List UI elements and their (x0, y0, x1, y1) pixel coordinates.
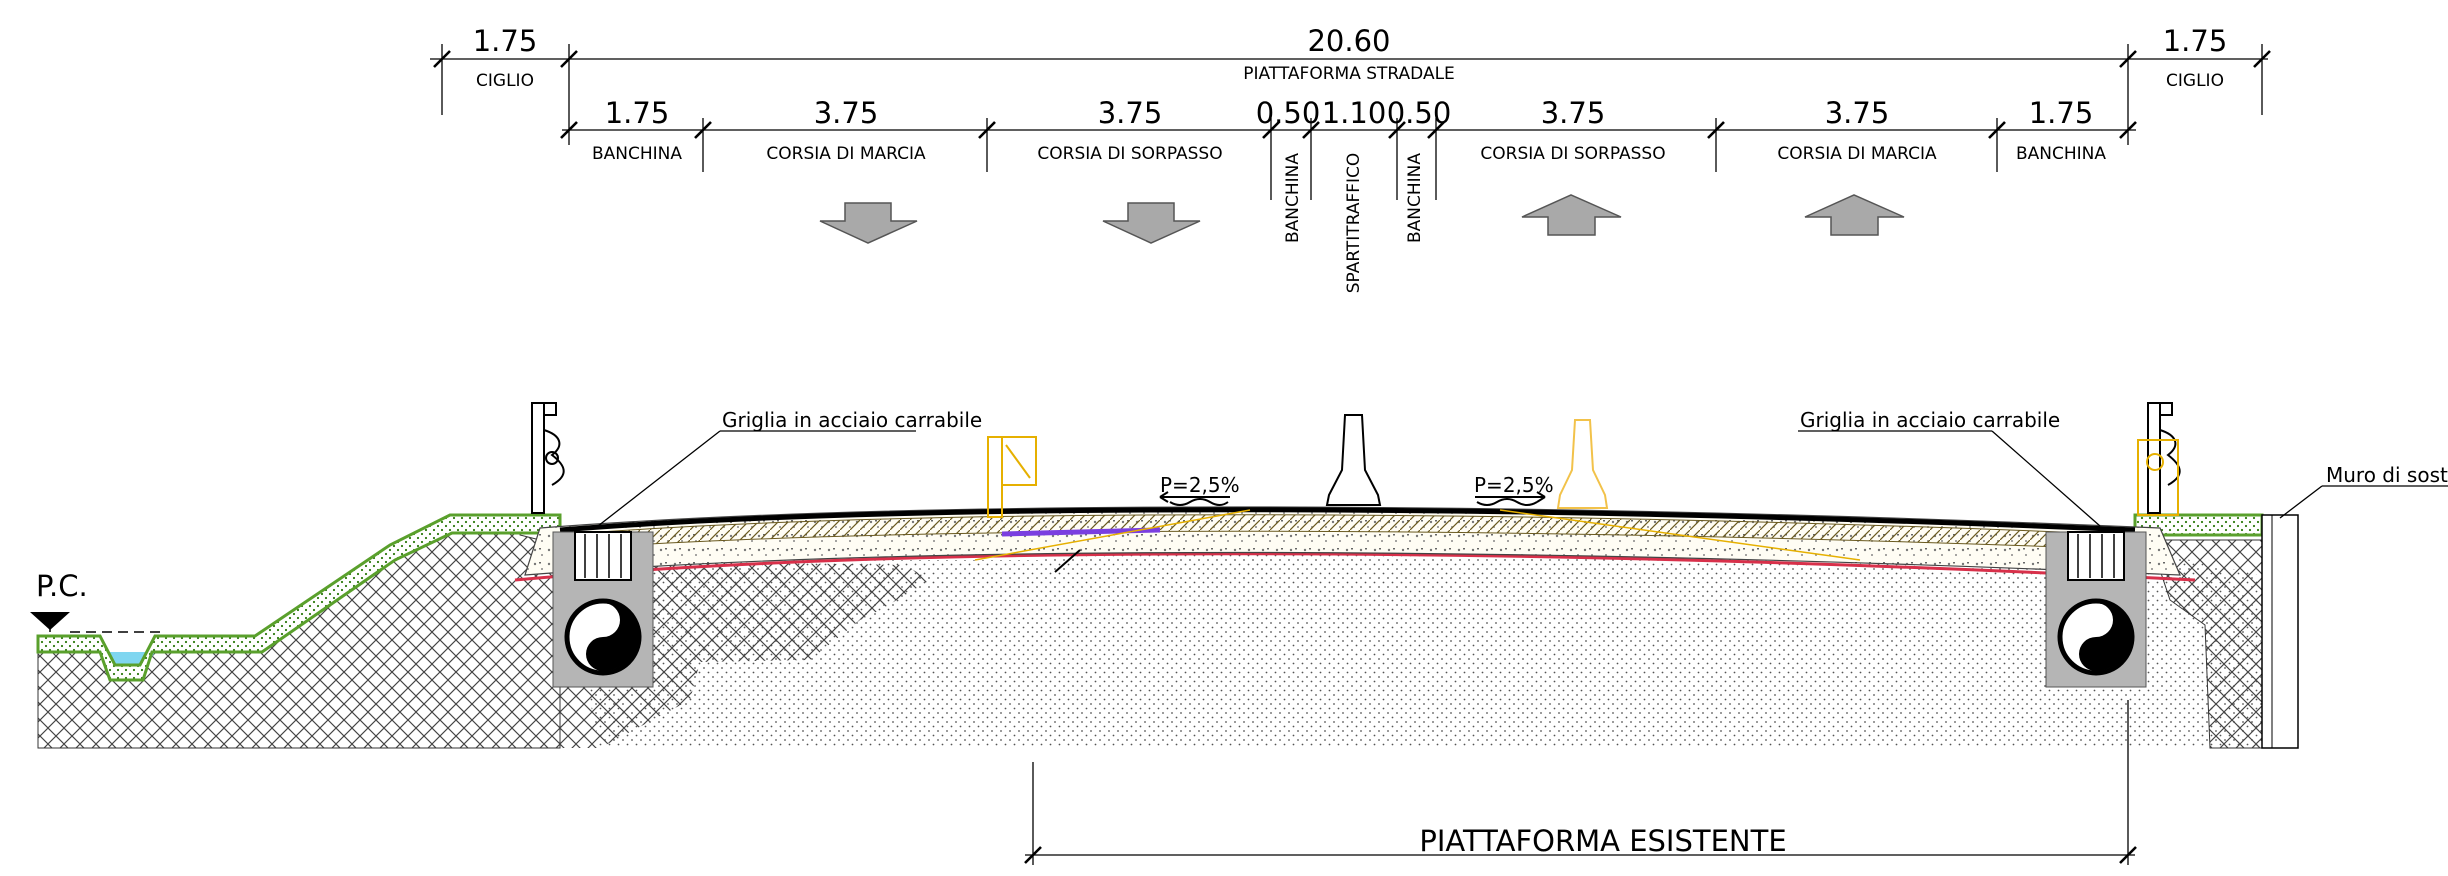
total-label: PIATTAFORMA STRADALE (1243, 64, 1455, 84)
total-width: 20.60 (1307, 24, 1390, 58)
lane-label: CORSIA DI SORPASSO (1037, 144, 1222, 164)
guardrail-right-new (2137, 439, 2179, 516)
median-barrier (1325, 414, 1382, 506)
existing-platform-label: PIATTAFORMA ESISTENTE (1419, 824, 1786, 858)
slope-label-left: P=2,5% (1160, 473, 1240, 497)
edge-left-label: CIGLIO (476, 71, 534, 91)
lane-width: 1.75 (605, 96, 670, 130)
lane-label: CORSIA DI MARCIA (766, 144, 926, 164)
dimension-lines (430, 44, 2271, 865)
slope-label-right: P=2,5% (1474, 473, 1554, 497)
lane-width: 0.50 (1387, 96, 1452, 130)
median-barrier-new (1556, 419, 1609, 509)
lane-width: 0.50 (1256, 96, 1321, 130)
lane-label: BANCHINA (2016, 144, 2106, 164)
red-layer (514, 552, 2196, 582)
lane-width: 3.75 (1825, 96, 1890, 130)
ground-level-label: P.C. (36, 569, 88, 603)
edge-right-label: CIGLIO (2166, 71, 2224, 91)
existing-slope-right (1499, 509, 1861, 561)
lane-width: 3.75 (814, 96, 879, 130)
wall-label: Muro di sostegno (2326, 463, 2448, 487)
lane-label: BANCHINA (592, 144, 682, 164)
slope-arrow-right (1475, 491, 1546, 506)
lane-width: 1.75 (2029, 96, 2094, 130)
drain-left (552, 531, 654, 688)
lane-width: 3.75 (1541, 96, 1606, 130)
guardrail-right (2147, 402, 2181, 514)
grate-label-left: Griglia in acciaio carrabile (722, 408, 982, 432)
arrow-down-icon (819, 202, 918, 244)
natural-ground (37, 519, 561, 749)
guardrail-center-new (987, 436, 1037, 518)
cross-section (30, 402, 2448, 749)
wearing-course (559, 507, 2136, 533)
edge-right-width: 1.75 (2163, 24, 2228, 58)
lane-width: 1.10 (1322, 96, 1387, 130)
grate-label-right: Griglia in acciaio carrabile (1800, 408, 2060, 432)
retaining-wall (2261, 514, 2299, 749)
edge-left-width: 1.75 (473, 24, 538, 58)
existing-slope-left (974, 509, 1251, 561)
arrow-up-icon (1804, 194, 1905, 236)
lane-label: BANCHINA (1283, 153, 1303, 243)
arrow-up-icon (1521, 194, 1622, 236)
direction-arrows (819, 194, 1905, 244)
existing-fill (560, 530, 2262, 748)
lane-label: CORSIA DI SORPASSO (1480, 144, 1665, 164)
guardrail-left (531, 402, 565, 514)
lane-label: BANCHINA (1405, 153, 1425, 243)
arrow-down-icon (1102, 202, 1201, 244)
lane-width: 3.75 (1098, 96, 1163, 130)
drain-right (2045, 531, 2147, 688)
slope-arrow-left (1159, 491, 1230, 506)
lane-label: CORSIA DI MARCIA (1777, 144, 1937, 164)
lane-label: SPARTITRAFFICO (1344, 153, 1364, 294)
